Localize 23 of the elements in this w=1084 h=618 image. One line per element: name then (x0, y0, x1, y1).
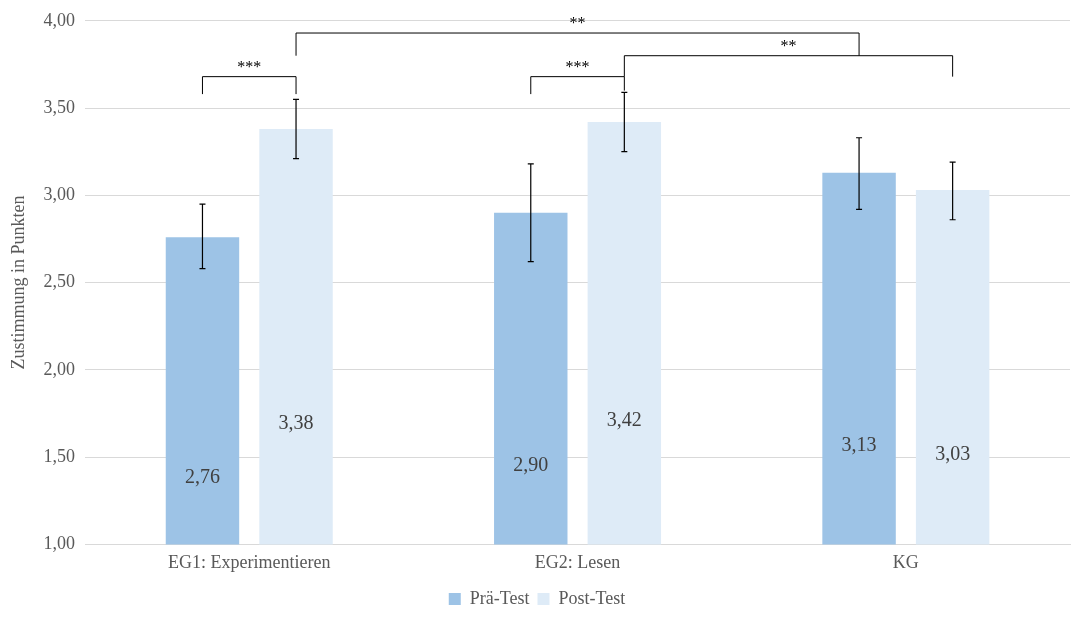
annotation: *** (565, 57, 590, 75)
data-label: 2,76 (184, 465, 220, 488)
y-tick-label: 3,50 (43, 96, 76, 117)
x-tick-label: EG1: Experimentieren (168, 551, 331, 572)
data-label: 3,03 (935, 441, 971, 464)
x-tick-label: KG (892, 551, 919, 572)
data-label: 2,90 (513, 453, 549, 476)
annotation: *** (237, 57, 262, 75)
y-tick-label: 4,00 (43, 9, 76, 30)
data-label: 3,38 (278, 411, 314, 434)
y-tick-label: 1,00 (43, 533, 76, 554)
legend-label: Post-Test (558, 587, 626, 608)
annotation: ** (780, 36, 797, 54)
y-tick-label: 1,50 (43, 445, 76, 466)
legend-label: Prä-Test (469, 587, 530, 608)
x-tick-label: EG2: Lesen (534, 551, 621, 572)
y-axis-title: Zustimmung in Punkten (7, 195, 28, 370)
data-label: 3,13 (841, 433, 877, 456)
y-tick-label: 2,50 (43, 271, 76, 292)
data-label: 3,42 (606, 407, 642, 430)
annotation: ** (569, 14, 586, 32)
y-tick-label: 2,00 (43, 358, 76, 379)
y-tick-label: 3,00 (43, 184, 76, 205)
